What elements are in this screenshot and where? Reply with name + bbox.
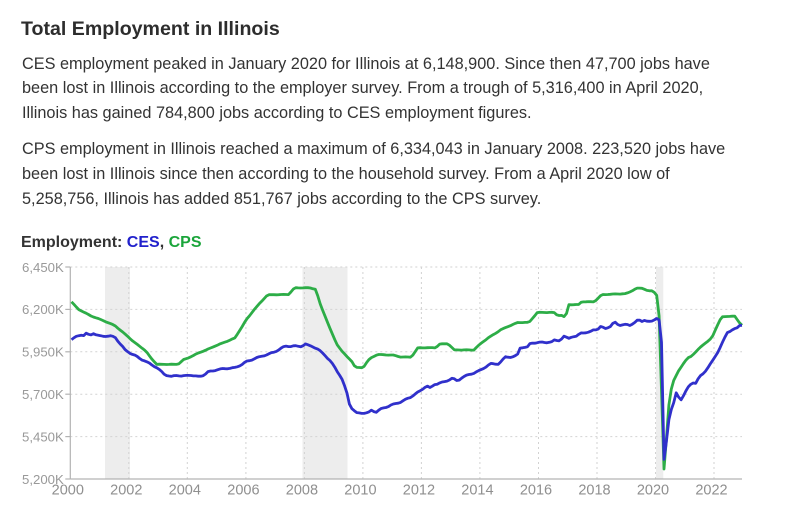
svg-text:5,450K: 5,450K bbox=[22, 429, 64, 444]
svg-text:5,200K: 5,200K bbox=[22, 472, 64, 487]
svg-text:2006: 2006 bbox=[227, 483, 259, 499]
svg-text:2010: 2010 bbox=[344, 483, 376, 499]
svg-text:2016: 2016 bbox=[520, 483, 552, 499]
svg-text:2022: 2022 bbox=[695, 483, 727, 499]
svg-text:2012: 2012 bbox=[403, 483, 435, 499]
svg-text:5,700K: 5,700K bbox=[22, 387, 64, 402]
svg-text:6,450K: 6,450K bbox=[22, 260, 64, 275]
svg-text:2004: 2004 bbox=[169, 483, 201, 499]
svg-text:2020: 2020 bbox=[637, 483, 669, 499]
svg-text:5,950K: 5,950K bbox=[22, 345, 64, 360]
svg-text:2014: 2014 bbox=[461, 483, 493, 499]
svg-text:2002: 2002 bbox=[110, 483, 142, 499]
svg-text:2000: 2000 bbox=[52, 483, 84, 499]
svg-text:2018: 2018 bbox=[578, 483, 610, 499]
svg-text:2008: 2008 bbox=[286, 483, 318, 499]
svg-text:6,200K: 6,200K bbox=[22, 302, 64, 317]
